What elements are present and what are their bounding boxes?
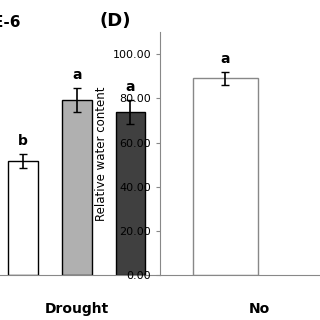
Text: Drought: Drought — [45, 302, 109, 316]
Text: a: a — [72, 68, 82, 82]
Bar — [62, 100, 92, 275]
Bar — [8, 161, 38, 275]
Text: (D): (D) — [99, 12, 131, 29]
Bar — [193, 78, 258, 275]
Text: No: No — [249, 302, 270, 316]
Y-axis label: Relative water content: Relative water content — [95, 86, 108, 221]
Text: b: b — [18, 133, 28, 148]
Text: a: a — [126, 80, 135, 94]
Text: a: a — [220, 52, 230, 66]
Text: OE-6: OE-6 — [0, 15, 21, 29]
Bar — [116, 112, 145, 275]
